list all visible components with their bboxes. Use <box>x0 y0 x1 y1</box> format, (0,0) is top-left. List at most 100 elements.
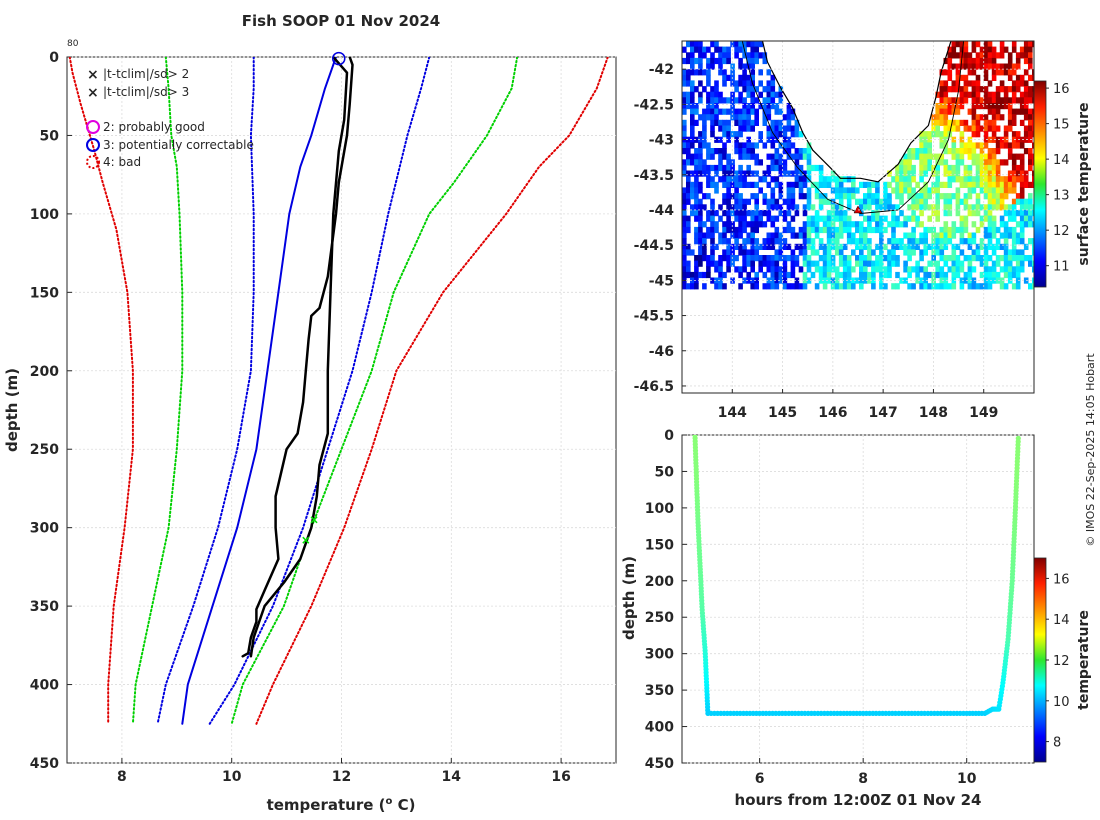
sst-cell <box>770 153 776 160</box>
sst-cell <box>943 271 949 279</box>
sst-cell <box>774 277 780 284</box>
sst-cell <box>762 176 768 183</box>
sst-cell <box>915 260 920 267</box>
sst-cell <box>871 249 876 256</box>
y-tick-label: 200 <box>645 574 674 590</box>
sst-cell <box>786 114 792 121</box>
sst-cell <box>762 86 768 93</box>
sst-cell <box>706 80 711 87</box>
sst-cell <box>706 193 711 200</box>
sst-cell <box>1007 142 1013 149</box>
sst-cell <box>999 46 1005 53</box>
sst-cell <box>1003 249 1009 256</box>
sst-cell <box>1028 91 1033 98</box>
sst-cell <box>935 271 940 279</box>
sst-cell <box>907 283 912 290</box>
sst-cell <box>967 243 973 250</box>
sst-cell <box>766 153 772 160</box>
y-tick-label: 450 <box>645 756 674 772</box>
sst-cell <box>915 198 920 205</box>
sst-cell <box>770 271 776 279</box>
sst-cell <box>987 153 993 160</box>
sst-cell <box>726 159 731 166</box>
sst-cell <box>1028 86 1033 93</box>
sst-cell <box>975 41 981 48</box>
sst-cell <box>863 204 868 211</box>
sst-cell <box>846 232 852 239</box>
sst-cell <box>790 215 796 222</box>
sst-cell <box>830 277 836 284</box>
sst-cell <box>971 91 977 98</box>
sst-cell <box>1032 131 1034 138</box>
sst-cell <box>846 271 852 279</box>
sst-cell <box>951 226 957 234</box>
sst-cell <box>991 198 997 205</box>
sst-cell <box>754 57 759 65</box>
sst-cell <box>706 46 711 53</box>
sst-cell <box>734 255 739 262</box>
sst-cell <box>802 260 808 267</box>
sst-cell <box>867 255 872 262</box>
sst-cell <box>722 181 727 188</box>
sst-cell <box>778 159 784 166</box>
sst-cell <box>798 153 804 160</box>
sst-cell <box>738 46 743 53</box>
sst-cell <box>851 181 856 188</box>
sst-cell <box>754 159 759 166</box>
sst-cell <box>778 210 784 217</box>
sst-cell <box>1032 91 1034 98</box>
sst-cell <box>690 159 695 166</box>
legend-label: |t-tclim|/sd> 2 <box>103 67 189 81</box>
sst-cell <box>1032 260 1034 267</box>
sst-cell <box>963 148 969 155</box>
sst-cell <box>806 232 812 239</box>
sst-cell <box>682 215 687 222</box>
sst-cell <box>698 114 703 121</box>
sst-cell <box>1007 86 1013 93</box>
sst-cell <box>710 198 715 205</box>
sst-cell <box>846 193 852 200</box>
sst-cell <box>734 108 739 115</box>
sst-cell <box>875 215 880 222</box>
sst-cell <box>927 204 932 211</box>
sst-cell <box>899 277 904 284</box>
sst-cell <box>686 41 691 48</box>
sst-cell <box>766 266 772 273</box>
sst-cell <box>979 255 985 262</box>
sst-cell <box>690 187 695 194</box>
sst-cell <box>746 91 751 98</box>
sst-cell <box>842 176 848 183</box>
sst-cell <box>690 277 695 284</box>
sst-cell <box>762 210 768 217</box>
sst-cell <box>915 238 920 245</box>
sst-cell <box>1019 238 1025 245</box>
sst-cell <box>911 204 916 211</box>
sst-cell <box>766 136 772 143</box>
sst-cell <box>975 63 981 70</box>
sst-cell <box>706 215 711 222</box>
sst-cell <box>766 97 772 104</box>
sst-cell <box>686 91 691 98</box>
sst-cell <box>786 103 792 110</box>
sst-cell <box>939 255 945 262</box>
sst-cell <box>999 41 1005 48</box>
sst-cell <box>967 283 973 290</box>
sst-cell <box>782 136 788 143</box>
sst-cell <box>802 210 808 217</box>
sst-cell <box>975 103 981 110</box>
sst-cell <box>1015 80 1021 87</box>
sst-cell <box>750 108 755 115</box>
sst-cell <box>698 52 703 59</box>
sst-cell <box>790 187 796 194</box>
sst-cell <box>923 170 928 177</box>
sst-cell <box>702 114 707 121</box>
sst-cell <box>1023 80 1029 87</box>
sst-cell <box>915 181 920 188</box>
sst-cell <box>983 193 989 200</box>
sst-cell <box>694 136 699 143</box>
sst-cell <box>955 187 961 194</box>
sst-cell <box>987 210 993 217</box>
sst-cell <box>710 277 715 284</box>
sst-cell <box>826 260 832 267</box>
sst-cell <box>1007 119 1013 126</box>
